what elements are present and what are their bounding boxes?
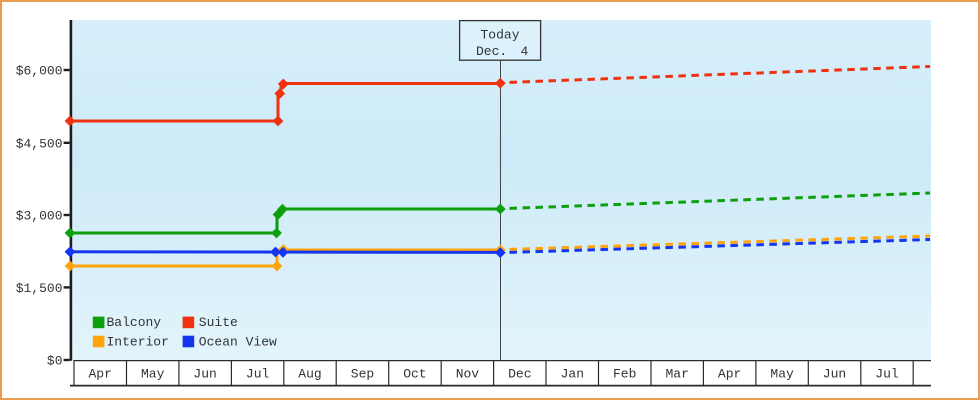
svg-text:$3,000: $3,000 bbox=[16, 209, 63, 224]
svg-text:Apr: Apr bbox=[88, 366, 111, 381]
svg-text:Feb: Feb bbox=[613, 366, 636, 381]
svg-text:Suite: Suite bbox=[199, 315, 238, 330]
svg-text:Jul: Jul bbox=[246, 366, 270, 381]
svg-text:Jun: Jun bbox=[823, 366, 846, 381]
svg-text:Aug: Aug bbox=[298, 366, 321, 381]
svg-text:$6,000: $6,000 bbox=[16, 64, 63, 79]
svg-text:Jul: Jul bbox=[875, 366, 899, 381]
svg-text:Apr: Apr bbox=[718, 366, 741, 381]
svg-text:Jan: Jan bbox=[561, 366, 584, 381]
svg-text:Ocean View: Ocean View bbox=[199, 334, 277, 349]
svg-text:Jun: Jun bbox=[193, 366, 216, 381]
svg-text:May: May bbox=[770, 366, 794, 381]
svg-text:Oct: Oct bbox=[403, 366, 426, 381]
svg-text:Interior: Interior bbox=[107, 334, 169, 349]
svg-text:$4,500: $4,500 bbox=[16, 136, 63, 151]
svg-text:Today: Today bbox=[480, 28, 519, 43]
svg-text:May: May bbox=[141, 366, 165, 381]
svg-text:Nov: Nov bbox=[456, 366, 480, 381]
svg-text:$0: $0 bbox=[47, 354, 63, 369]
svg-text:Dec: Dec bbox=[508, 366, 531, 381]
svg-text:Mar: Mar bbox=[665, 366, 688, 381]
svg-text:Balcony: Balcony bbox=[107, 315, 162, 330]
svg-text:Sep: Sep bbox=[351, 366, 374, 381]
svg-text:Dec.4: Dec. 4 bbox=[476, 44, 529, 59]
svg-text:$1,500: $1,500 bbox=[16, 281, 63, 296]
